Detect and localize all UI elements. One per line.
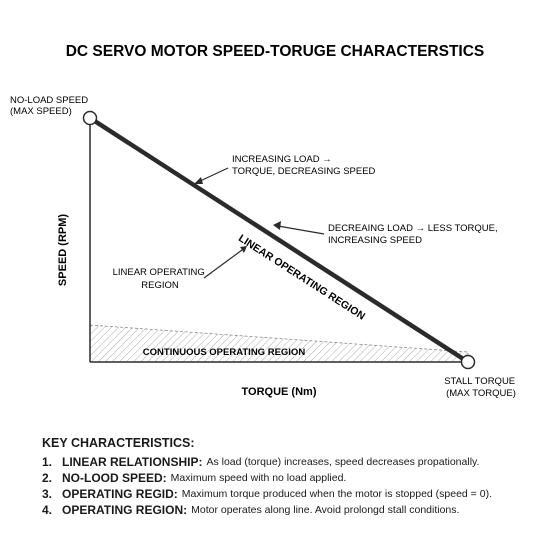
no-load-speed-point [82, 110, 98, 126]
key-item-term: OPERATING REGID: [62, 487, 178, 501]
key-item-description: As load (torque) increases, speed decrea… [206, 456, 480, 468]
key-item-term: NO-LOOD SPEED: [62, 471, 167, 485]
x-axis-label: TORQUE (Nm) [242, 386, 317, 398]
key-item: 4. OPERATING REGION: Motor operates alon… [42, 502, 542, 518]
linear-region-note: LINEAR OPERATING REGION [113, 267, 208, 291]
key-item-number: 3. [42, 487, 53, 501]
decreasing-load-arrow [277, 225, 325, 235]
linear-region-arrowhead [240, 246, 247, 253]
key-item-term: OPERATING REGION: [62, 503, 188, 517]
key-item: 1. LINEAR RELATIONSHIP: As load (torque)… [42, 454, 542, 470]
key-item-description: Maximum speed with no load applied. [170, 472, 347, 484]
key-characteristics: KEY CHARACTERISTICS: 1. LINEAR RELATIONS… [42, 435, 542, 518]
key-item: 3. OPERATING REGID: Maximum torque produ… [42, 486, 542, 502]
speed-torque-line [88, 116, 470, 364]
stall-torque-label: STALL TORQUE (MAX TORQUE) [444, 376, 518, 399]
key-item-description: Motor operates along line. Avoid prolong… [191, 504, 460, 516]
no-load-speed-label: NO-LOAD SPEED (MAX SPEED) [10, 95, 91, 117]
diagram-title: DC SERVO MOTOR SPEED-TORUGE CHARACTERSTI… [66, 43, 485, 60]
increasing-load-arrowhead [194, 177, 203, 184]
stall-torque-point [460, 354, 476, 370]
key-characteristics-title: KEY CHARACTERISTICS: [42, 436, 195, 450]
decreasing-load-arrowhead [273, 221, 281, 230]
increasing-load-arrow [197, 167, 229, 183]
continuous-region-label: CONTINUOUS OPERATING REGION [143, 347, 306, 358]
linear-region-arrow [203, 249, 243, 279]
key-item: 2. NO-LOOD SPEED: Maximum speed with no … [42, 470, 542, 486]
decreasing-load-note: DECREAING LOAD → LESS TORQUE, INCREASING… [328, 223, 500, 246]
key-item-number: 4. [42, 503, 53, 517]
speed-torque-diagram: DC SERVO MOTOR SPEED-TORUGE CHARACTERSTI… [10, 43, 518, 399]
key-item-number: 2. [42, 471, 53, 485]
key-item-number: 1. [42, 455, 53, 469]
key-item-description: Maximum torque produced when the motor i… [181, 488, 492, 500]
key-item-term: LINEAR RELATIONSHIP: [62, 455, 203, 469]
continuous-operating-region [89, 324, 469, 363]
y-axis-label: SPEED (RPM) [57, 214, 69, 286]
increasing-load-note: INCREASING LOAD → TORQUE, DECREASING SPE… [232, 154, 376, 177]
